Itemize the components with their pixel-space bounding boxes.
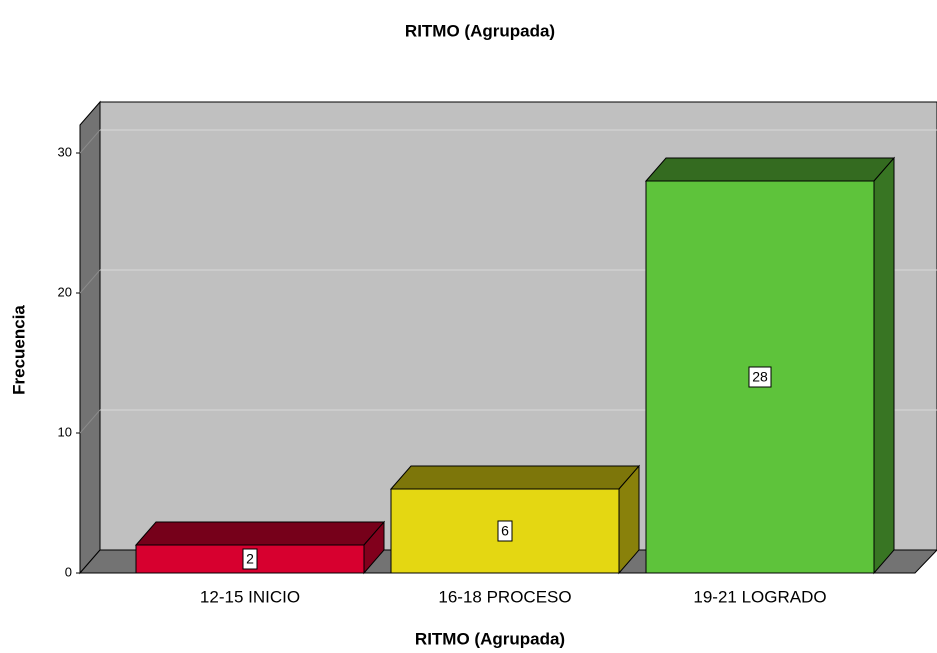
grid-line	[79, 409, 101, 434]
chart-title: RITMO (Agrupada)	[405, 21, 555, 40]
y-tick-label: 20	[58, 284, 72, 299]
bar	[389, 464, 641, 575]
bar	[644, 156, 896, 575]
bar-top	[389, 465, 641, 490]
y-tick-label: 10	[58, 424, 72, 439]
x-tick-label: 12-15 INICIO	[200, 587, 300, 606]
grid-line	[79, 129, 101, 154]
value-label-box	[497, 520, 513, 542]
bar	[134, 520, 386, 575]
x-axis-title: RITMO (Agrupada)	[415, 629, 565, 648]
left-wall	[79, 100, 101, 575]
x-tick-label: 19-21 LOGRADO	[693, 587, 826, 606]
value-label: 2	[246, 551, 254, 567]
value-label-box	[242, 548, 258, 570]
bar-top	[134, 521, 386, 546]
grid-line	[79, 269, 101, 294]
bar-side	[873, 156, 895, 575]
value-label: 6	[501, 523, 509, 539]
x-tick-label: 16-18 PROCESO	[438, 587, 571, 606]
y-tick-label: 30	[58, 144, 72, 159]
y-tick-label: 0	[65, 564, 72, 579]
value-label: 28	[752, 369, 768, 385]
bar-top	[644, 157, 896, 182]
value-label-box	[748, 366, 772, 388]
y-axis-title: Frecuencia	[9, 305, 28, 395]
